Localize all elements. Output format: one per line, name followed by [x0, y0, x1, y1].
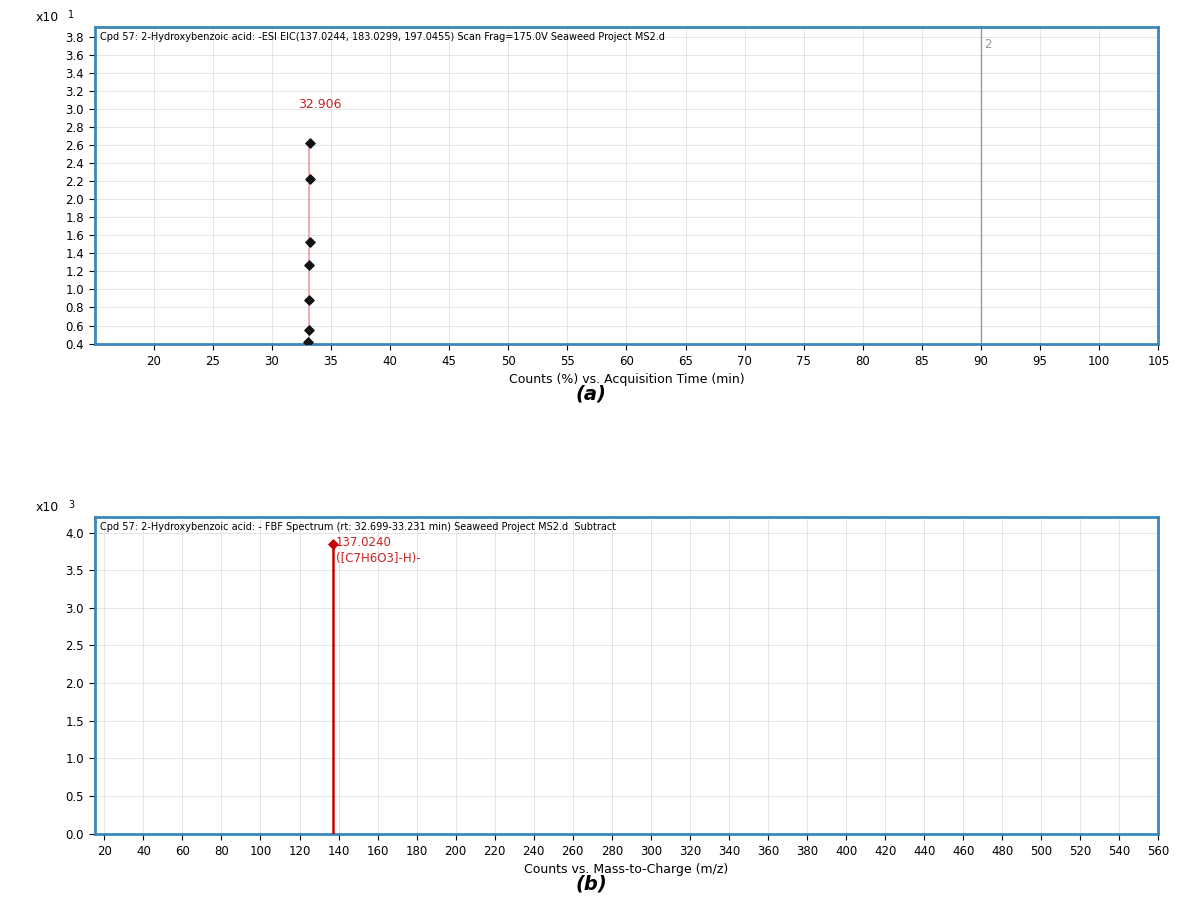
- Text: 32.906: 32.906: [298, 98, 342, 111]
- Point: [324, 537, 343, 551]
- Point: [299, 257, 318, 272]
- Point: [300, 235, 319, 250]
- Text: (b): (b): [576, 875, 606, 893]
- Text: 2: 2: [985, 38, 992, 51]
- Point: [300, 172, 319, 187]
- Text: (a): (a): [576, 385, 606, 403]
- Point: [298, 334, 317, 349]
- X-axis label: Counts vs. Mass-to-Charge (m/z): Counts vs. Mass-to-Charge (m/z): [525, 863, 728, 877]
- Text: 137.0240
([C7H6O3]-H)-: 137.0240 ([C7H6O3]-H)-: [336, 536, 421, 565]
- Point: [300, 136, 319, 150]
- Text: x10: x10: [35, 501, 59, 514]
- Point: [299, 293, 318, 308]
- Point: [299, 322, 318, 337]
- Text: 3: 3: [69, 499, 74, 509]
- Text: Cpd 57: 2-Hydroxybenzoic acid: - FBF Spectrum (rt: 32.699-33.231 min) Seaweed Pr: Cpd 57: 2-Hydroxybenzoic acid: - FBF Spe…: [99, 522, 616, 532]
- Text: 1: 1: [69, 9, 74, 19]
- Text: Cpd 57: 2-Hydroxybenzoic acid: -ESI EIC(137.0244, 183.0299, 197.0455) Scan Frag=: Cpd 57: 2-Hydroxybenzoic acid: -ESI EIC(…: [99, 32, 664, 42]
- X-axis label: Counts (%) vs. Acquisition Time (min): Counts (%) vs. Acquisition Time (min): [508, 373, 745, 387]
- Text: x10: x10: [35, 11, 59, 25]
